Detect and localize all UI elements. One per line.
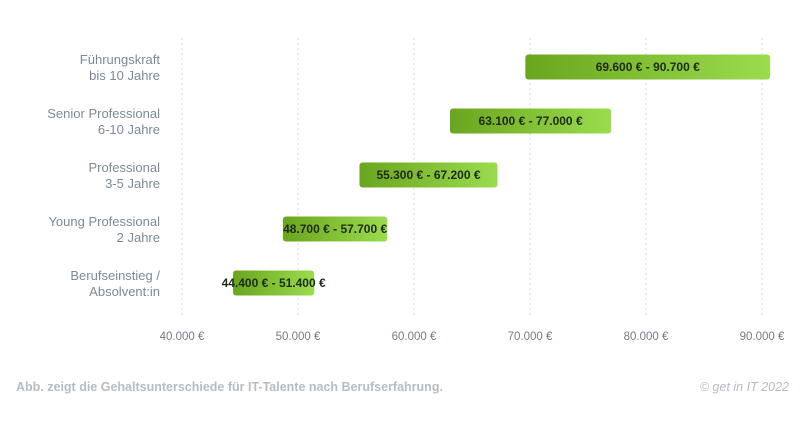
x-tick-label: 40.000 € [160, 331, 205, 343]
category-label: Senior Professional 6-10 Jahre [47, 106, 160, 137]
x-tick-label: 60.000 € [392, 331, 437, 343]
x-tick-label: 80.000 € [624, 331, 669, 343]
category-label: Führungskraft bis 10 Jahre [80, 52, 161, 83]
range-bar-label: 69.600 € - 90.700 € [596, 60, 700, 74]
x-tick-label: 50.000 € [276, 331, 321, 343]
range-bar-label: 48.700 € - 57.700 € [283, 222, 387, 236]
x-tick-label: 70.000 € [508, 331, 553, 343]
copyright-credit: © get in IT 2022 [699, 380, 789, 394]
x-axis-ticks: 40.000 € 50.000 € 60.000 € 70.000 € 80.000 €… [160, 331, 785, 343]
chart-caption: Abb. zeigt die Gehaltsunterschiede für I… [16, 380, 443, 394]
salary-range-chart: Führungskraft bis 10 Jahre Senior Professi… [47, 38, 785, 343]
x-tick-label: 90.000 € [740, 331, 785, 343]
range-bar [449, 108, 612, 134]
range-bar-label: 44.400 € - 51.400 € [222, 276, 326, 290]
range-bar [359, 162, 498, 188]
category-label: Professional 3-5 Jahre [88, 160, 160, 191]
category-label: Young Professional 2 Jahre [48, 214, 160, 245]
range-bar-label: 55.300 € - 67.200 € [376, 168, 480, 182]
range-bar [282, 216, 388, 242]
range-bar [525, 54, 771, 80]
range-bar-label: 63.100 € - 77.000 € [479, 114, 583, 128]
range-bars: 69.600 € - 90.700 € 63.100 € - 77.000 € 55… [222, 54, 771, 296]
category-labels: Führungskraft bis 10 Jahre Senior Professi… [47, 52, 160, 299]
range-bar [233, 270, 315, 296]
category-label: Berufseinstieg / Absolvent:in [70, 268, 160, 299]
